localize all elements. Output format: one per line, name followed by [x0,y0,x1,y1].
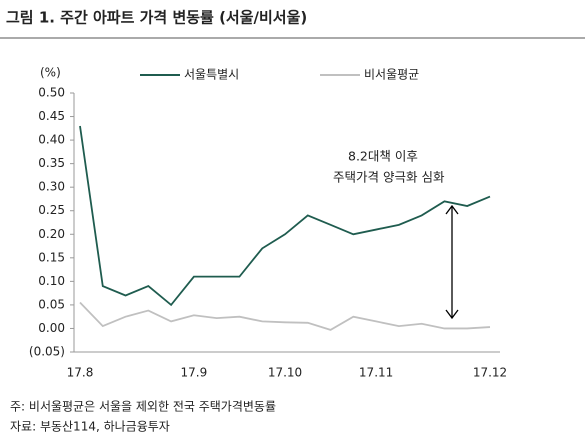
y-axis-label: (%) [40,66,61,80]
legend-label: 서울특별시 [184,68,239,82]
y-tick-label: 0.05 [38,297,65,311]
annotation: 8.2대책 이후 [348,149,418,164]
y-tick-label: 0.40 [38,133,65,147]
y-tick-label: 0.45 [38,109,65,123]
double-arrow [445,204,459,320]
x-tick-label: 17.10 [268,366,302,380]
y-tick-label: 0.10 [38,274,65,288]
y-tick-label: 0.35 [38,156,65,170]
footnote: 주: 비서울평균은 서울을 제외한 전국 주택가격변동률 [10,400,276,414]
series-line [79,125,491,307]
y-tick-label: 0.20 [38,227,65,241]
x-tick-label: 17.9 [181,366,208,380]
y-tick-label: (0.05) [29,345,65,359]
y-tick-label: 0.15 [38,250,65,264]
y-tick-label: 0.25 [38,203,65,217]
y-tick-label: 0.00 [38,321,65,335]
annotation: 주택가격 양극화 심화 [333,170,445,185]
series-line [79,301,491,331]
footnote: 자료: 부동산114, 하나금융투자 [10,420,170,434]
y-tick-label: 0.50 [38,86,65,100]
y-tick-label: 0.30 [38,180,65,194]
x-tick-label: 17.11 [359,366,393,380]
chart-title: 그림 1. 주간 아파트 가격 변동률 (서울/비서울) [6,9,307,27]
x-tick-label: 17.8 [67,366,94,380]
legend-label: 비서울평균 [364,68,419,82]
x-tick-label: 17.12 [473,366,507,380]
